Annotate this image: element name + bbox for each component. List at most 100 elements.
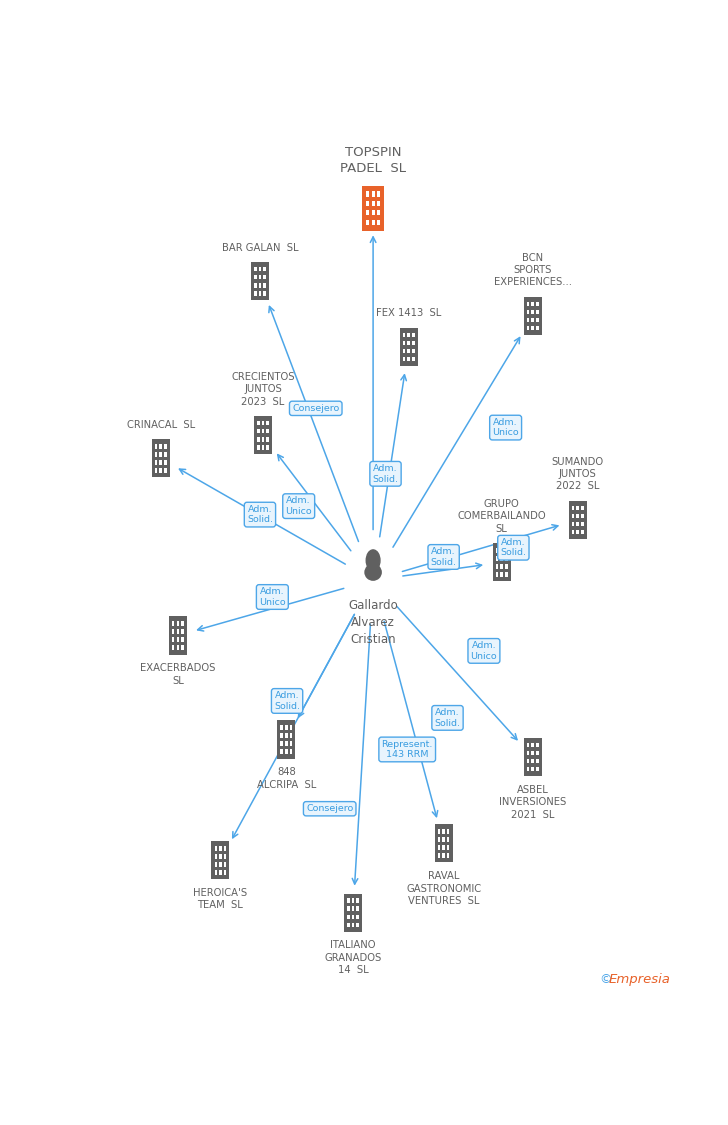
FancyBboxPatch shape: [536, 767, 539, 772]
FancyBboxPatch shape: [280, 741, 283, 746]
FancyBboxPatch shape: [219, 862, 222, 866]
Text: Adm.
Solid.: Adm. Solid.: [500, 538, 526, 557]
FancyBboxPatch shape: [505, 548, 507, 552]
FancyBboxPatch shape: [172, 637, 175, 641]
FancyBboxPatch shape: [219, 846, 222, 850]
Text: SUMANDO
JUNTOS
2022  SL: SUMANDO JUNTOS 2022 SL: [552, 457, 604, 492]
FancyBboxPatch shape: [172, 646, 175, 650]
FancyBboxPatch shape: [408, 333, 410, 338]
FancyBboxPatch shape: [572, 530, 574, 534]
FancyBboxPatch shape: [159, 468, 162, 472]
FancyBboxPatch shape: [285, 726, 288, 730]
Text: Adm.
Unico: Adm. Unico: [285, 496, 312, 516]
FancyBboxPatch shape: [356, 899, 359, 903]
FancyBboxPatch shape: [277, 720, 296, 758]
Text: CRECIENTOS
JUNTOS
2023  SL: CRECIENTOS JUNTOS 2023 SL: [232, 372, 295, 407]
FancyBboxPatch shape: [254, 416, 272, 455]
FancyBboxPatch shape: [258, 276, 261, 279]
FancyBboxPatch shape: [403, 349, 405, 353]
Text: FEX 1413  SL: FEX 1413 SL: [376, 308, 441, 318]
FancyBboxPatch shape: [366, 210, 369, 216]
FancyBboxPatch shape: [254, 291, 257, 296]
FancyBboxPatch shape: [443, 853, 445, 857]
FancyBboxPatch shape: [408, 341, 410, 345]
Circle shape: [366, 550, 380, 572]
Text: ©: ©: [598, 973, 612, 986]
FancyBboxPatch shape: [262, 438, 264, 441]
FancyBboxPatch shape: [347, 899, 349, 903]
FancyBboxPatch shape: [344, 893, 362, 931]
FancyBboxPatch shape: [258, 284, 261, 288]
FancyBboxPatch shape: [447, 837, 449, 842]
FancyBboxPatch shape: [505, 564, 507, 568]
FancyBboxPatch shape: [496, 556, 499, 560]
Text: Empresia: Empresia: [609, 973, 670, 986]
FancyBboxPatch shape: [408, 357, 410, 361]
FancyBboxPatch shape: [172, 629, 175, 633]
FancyBboxPatch shape: [290, 741, 292, 746]
FancyBboxPatch shape: [258, 291, 261, 296]
FancyBboxPatch shape: [536, 752, 539, 755]
FancyBboxPatch shape: [181, 637, 183, 641]
FancyBboxPatch shape: [264, 276, 266, 279]
Text: RAVAL
GASTRONOMIC
VENTURES  SL: RAVAL GASTRONOMIC VENTURES SL: [406, 871, 481, 906]
FancyBboxPatch shape: [438, 837, 440, 842]
FancyBboxPatch shape: [531, 752, 534, 755]
FancyBboxPatch shape: [280, 726, 283, 730]
FancyBboxPatch shape: [438, 853, 440, 857]
FancyBboxPatch shape: [254, 276, 257, 279]
FancyBboxPatch shape: [527, 302, 529, 306]
FancyBboxPatch shape: [577, 514, 579, 519]
FancyBboxPatch shape: [285, 741, 288, 746]
FancyBboxPatch shape: [577, 506, 579, 511]
FancyBboxPatch shape: [257, 446, 260, 450]
FancyBboxPatch shape: [219, 870, 222, 874]
FancyBboxPatch shape: [290, 726, 292, 730]
FancyBboxPatch shape: [403, 357, 405, 361]
Text: Adm.
Unico: Adm. Unico: [259, 587, 285, 606]
FancyBboxPatch shape: [352, 907, 355, 911]
FancyBboxPatch shape: [172, 621, 175, 626]
Text: Adm.
Unico: Adm. Unico: [492, 417, 519, 438]
Text: CRINACAL  SL: CRINACAL SL: [127, 420, 195, 430]
FancyBboxPatch shape: [258, 267, 261, 271]
FancyBboxPatch shape: [159, 460, 162, 465]
FancyBboxPatch shape: [500, 573, 503, 576]
FancyBboxPatch shape: [536, 326, 539, 330]
FancyBboxPatch shape: [581, 530, 584, 534]
FancyBboxPatch shape: [181, 646, 183, 650]
FancyBboxPatch shape: [527, 759, 529, 764]
FancyBboxPatch shape: [159, 444, 162, 449]
FancyBboxPatch shape: [164, 460, 167, 465]
FancyBboxPatch shape: [356, 907, 359, 911]
FancyBboxPatch shape: [496, 573, 499, 576]
Text: Adm.
Solid.: Adm. Solid.: [247, 505, 273, 524]
FancyBboxPatch shape: [500, 556, 503, 560]
FancyBboxPatch shape: [500, 564, 503, 568]
FancyBboxPatch shape: [366, 191, 369, 197]
Text: ASBEL
INVERSIONES
2021  SL: ASBEL INVERSIONES 2021 SL: [499, 785, 566, 820]
FancyBboxPatch shape: [412, 357, 414, 361]
FancyBboxPatch shape: [371, 219, 375, 225]
FancyBboxPatch shape: [290, 734, 292, 738]
FancyBboxPatch shape: [266, 446, 269, 450]
FancyBboxPatch shape: [527, 326, 529, 330]
FancyBboxPatch shape: [347, 922, 349, 927]
FancyBboxPatch shape: [531, 317, 534, 322]
FancyBboxPatch shape: [438, 829, 440, 834]
FancyBboxPatch shape: [377, 219, 380, 225]
FancyBboxPatch shape: [177, 621, 179, 626]
FancyBboxPatch shape: [352, 899, 355, 903]
FancyBboxPatch shape: [177, 637, 179, 641]
FancyBboxPatch shape: [572, 522, 574, 526]
FancyBboxPatch shape: [151, 440, 170, 477]
FancyBboxPatch shape: [443, 829, 445, 834]
FancyBboxPatch shape: [266, 438, 269, 441]
FancyBboxPatch shape: [164, 444, 167, 449]
Text: Adm.
Solid.: Adm. Solid.: [274, 691, 300, 711]
FancyBboxPatch shape: [164, 452, 167, 457]
FancyBboxPatch shape: [523, 738, 542, 776]
FancyBboxPatch shape: [527, 767, 529, 772]
Text: EXACERBADOS
SL: EXACERBADOS SL: [140, 664, 215, 685]
FancyBboxPatch shape: [257, 421, 260, 425]
